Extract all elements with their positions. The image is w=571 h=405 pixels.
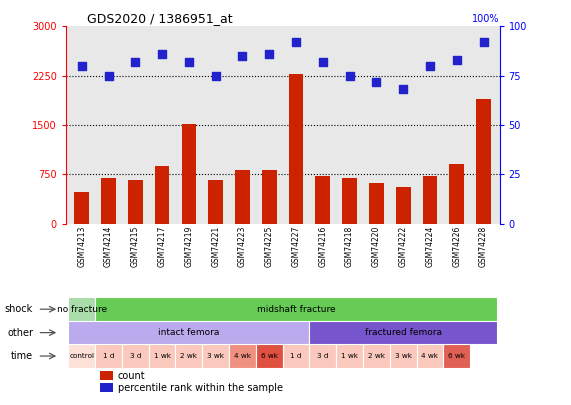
Bar bbox=[476, 99, 491, 224]
Text: GSM74228: GSM74228 bbox=[479, 226, 488, 267]
Bar bbox=[342, 177, 357, 224]
Bar bbox=[69, 298, 95, 321]
Bar bbox=[100, 371, 114, 380]
Point bbox=[425, 62, 435, 69]
Text: GSM74217: GSM74217 bbox=[158, 226, 167, 267]
Text: GSM74216: GSM74216 bbox=[318, 226, 327, 267]
Text: 3 d: 3 d bbox=[317, 353, 328, 359]
Point bbox=[318, 59, 327, 65]
Bar bbox=[182, 124, 196, 224]
Bar bbox=[369, 183, 384, 224]
Text: 3 d: 3 d bbox=[130, 353, 141, 359]
Text: 3 wk: 3 wk bbox=[395, 353, 412, 359]
Point bbox=[77, 62, 86, 69]
Point bbox=[291, 39, 300, 45]
Point bbox=[265, 51, 274, 57]
Text: no fracture: no fracture bbox=[57, 305, 107, 314]
Bar bbox=[202, 344, 229, 368]
Bar bbox=[390, 344, 417, 368]
Text: percentile rank within the sample: percentile rank within the sample bbox=[118, 383, 283, 393]
Bar bbox=[417, 344, 443, 368]
Point bbox=[104, 72, 113, 79]
Point bbox=[399, 86, 408, 93]
Text: GSM74220: GSM74220 bbox=[372, 226, 381, 267]
Text: 1 d: 1 d bbox=[290, 353, 302, 359]
Bar bbox=[100, 384, 114, 392]
Point bbox=[452, 57, 461, 63]
Text: GDS2020 / 1386951_at: GDS2020 / 1386951_at bbox=[87, 12, 233, 25]
Bar bbox=[309, 321, 497, 344]
Bar bbox=[175, 344, 202, 368]
Text: 6 wk: 6 wk bbox=[261, 353, 278, 359]
Bar bbox=[101, 177, 116, 224]
Bar bbox=[283, 344, 309, 368]
Text: intact femora: intact femora bbox=[158, 328, 220, 337]
Point bbox=[238, 53, 247, 59]
Text: midshaft fracture: midshaft fracture bbox=[257, 305, 335, 314]
Bar bbox=[396, 187, 411, 224]
Bar bbox=[363, 344, 390, 368]
Text: count: count bbox=[118, 371, 146, 381]
Point bbox=[211, 72, 220, 79]
Text: GSM74214: GSM74214 bbox=[104, 226, 113, 267]
Bar bbox=[74, 192, 89, 224]
Text: GSM74219: GSM74219 bbox=[184, 226, 194, 267]
Bar bbox=[122, 344, 148, 368]
Point bbox=[158, 51, 167, 57]
Bar bbox=[423, 176, 437, 224]
Text: GSM74213: GSM74213 bbox=[77, 226, 86, 267]
Text: GSM74227: GSM74227 bbox=[292, 226, 300, 267]
Text: GSM74223: GSM74223 bbox=[238, 226, 247, 267]
Bar bbox=[128, 180, 143, 224]
Text: 3 wk: 3 wk bbox=[207, 353, 224, 359]
Bar bbox=[69, 321, 309, 344]
Text: GSM74218: GSM74218 bbox=[345, 226, 354, 267]
Text: 1 wk: 1 wk bbox=[341, 353, 358, 359]
Text: 6 wk: 6 wk bbox=[448, 353, 465, 359]
Bar bbox=[229, 344, 256, 368]
Text: 4 wk: 4 wk bbox=[234, 353, 251, 359]
Bar bbox=[148, 344, 175, 368]
Point bbox=[131, 59, 140, 65]
Text: GSM74221: GSM74221 bbox=[211, 226, 220, 267]
Bar bbox=[315, 176, 330, 224]
Text: 1 wk: 1 wk bbox=[154, 353, 171, 359]
Text: GSM74224: GSM74224 bbox=[425, 226, 435, 267]
Text: GSM74225: GSM74225 bbox=[265, 226, 274, 267]
Text: 100%: 100% bbox=[472, 14, 500, 24]
Text: GSM74226: GSM74226 bbox=[452, 226, 461, 267]
Bar bbox=[262, 170, 276, 224]
Point bbox=[345, 72, 354, 79]
Point bbox=[184, 59, 194, 65]
Bar bbox=[95, 344, 122, 368]
Bar bbox=[155, 166, 170, 224]
Text: other: other bbox=[7, 328, 33, 338]
Bar bbox=[443, 344, 470, 368]
Point bbox=[372, 78, 381, 85]
Bar bbox=[336, 344, 363, 368]
Bar bbox=[235, 170, 250, 224]
Text: 2 wk: 2 wk bbox=[368, 353, 385, 359]
Bar bbox=[289, 74, 303, 224]
Text: control: control bbox=[69, 353, 94, 359]
Text: 2 wk: 2 wk bbox=[180, 353, 198, 359]
Text: fractured femora: fractured femora bbox=[365, 328, 442, 337]
Point bbox=[479, 39, 488, 45]
Bar bbox=[309, 344, 336, 368]
Bar bbox=[449, 164, 464, 224]
Bar bbox=[69, 344, 95, 368]
Text: GSM74222: GSM74222 bbox=[399, 226, 408, 267]
Text: GSM74215: GSM74215 bbox=[131, 226, 140, 267]
Bar bbox=[208, 180, 223, 224]
Text: 4 wk: 4 wk bbox=[421, 353, 439, 359]
Text: 1 d: 1 d bbox=[103, 353, 114, 359]
Text: time: time bbox=[11, 351, 33, 361]
Text: shock: shock bbox=[5, 304, 33, 314]
Bar bbox=[256, 344, 283, 368]
